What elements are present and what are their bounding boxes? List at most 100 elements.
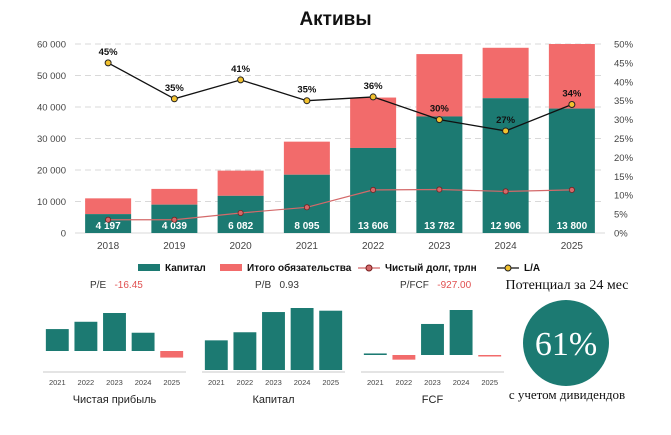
- capital-small-x-tick: 2024: [294, 378, 311, 387]
- net-profit-x-tick: 2024: [135, 378, 152, 387]
- net-debt-line: [108, 188, 572, 221]
- liabilities-bar: [85, 198, 132, 215]
- fcf-bar: [421, 323, 444, 355]
- net-debt-point: [237, 209, 244, 216]
- fcf-bar: [449, 310, 473, 355]
- la-data-label: 34%: [562, 88, 582, 99]
- la-data-label: 30%: [430, 104, 450, 115]
- capital-bar: [548, 108, 595, 233]
- net-profit-x-tick: 2023: [106, 378, 123, 387]
- fcf-title: FCF: [422, 394, 444, 406]
- pb-label: P/B: [255, 280, 272, 291]
- capital-small-bar: [319, 310, 343, 370]
- fcf-x-tick: 2023: [424, 378, 441, 387]
- fcf-bar: [392, 355, 416, 360]
- capital-small-x-tick: 2023: [265, 378, 282, 387]
- y2-tick-label: 45%: [614, 58, 634, 69]
- y2-tick-label: 5%: [614, 210, 628, 221]
- legend-label: Итого обязательства: [247, 262, 352, 274]
- capital-small-bar: [204, 340, 228, 370]
- legend-label: Капитал: [165, 263, 206, 274]
- pe-label: P/E: [90, 280, 107, 291]
- liabilities-bar: [217, 170, 264, 196]
- net-profit-bar: [45, 329, 69, 351]
- capital-data-label: 13 800: [557, 221, 588, 232]
- capital-data-label: 13 606: [358, 221, 389, 232]
- capital-small-bar: [290, 308, 314, 370]
- la-data-label: 35%: [165, 83, 185, 94]
- net-profit-x-tick: 2021: [49, 378, 66, 387]
- pb-header: P/B 0.93: [255, 280, 299, 291]
- capital-bar: [416, 116, 463, 233]
- pe-value: -16.45: [114, 280, 143, 291]
- la-point: [502, 127, 510, 135]
- y-tick-label: 20 000: [37, 166, 66, 177]
- liabilities-bar: [548, 44, 595, 109]
- capital-small-x-tick: 2021: [208, 378, 225, 387]
- net-debt-point: [105, 216, 112, 223]
- la-data-label: 45%: [99, 47, 119, 58]
- capital-data-label: 12 906: [490, 221, 521, 232]
- capital-small-bar: [233, 332, 257, 370]
- net-profit-bar: [103, 313, 126, 351]
- fcf-bar: [363, 353, 387, 355]
- x-tick-label: 2020: [230, 241, 253, 252]
- pe-header: P/E -16.45: [90, 280, 143, 291]
- y-tick-label: 60 000: [37, 40, 66, 51]
- la-point: [303, 97, 311, 105]
- legend-swatch-marker: [504, 264, 512, 272]
- legend-label: L/A: [524, 263, 540, 274]
- net-debt-point: [370, 186, 377, 193]
- y-tick-label: 30 000: [37, 134, 66, 145]
- potential-circle: [523, 300, 609, 386]
- net-debt-point: [568, 186, 575, 193]
- capital-small-x-tick: 2022: [237, 378, 254, 387]
- fcf-x-tick: 2022: [396, 378, 413, 387]
- y2-tick-label: 30%: [614, 115, 634, 126]
- potential-caption: с учетом дивидендов: [508, 387, 626, 402]
- fcf-x-tick: 2025: [481, 378, 498, 387]
- chart-title: Активы: [299, 9, 372, 30]
- liabilities-bar: [350, 97, 397, 148]
- liabilities-bar: [482, 47, 529, 99]
- la-point: [568, 100, 576, 108]
- capital-small-bar: [262, 312, 285, 370]
- y2-tick-label: 15%: [614, 172, 634, 183]
- y-tick-label: 50 000: [37, 71, 66, 82]
- la-data-label: 35%: [297, 85, 317, 96]
- x-tick-label: 2019: [163, 241, 186, 252]
- y-tick-label: 10 000: [37, 197, 66, 208]
- capital-small-x-tick: 2025: [322, 378, 339, 387]
- potential-value: 61%: [535, 326, 597, 363]
- capital-bar: [85, 214, 132, 233]
- capital-data-label: 13 782: [424, 221, 455, 232]
- fcf-x-tick: 2024: [453, 378, 470, 387]
- pfcf-header: P/FCF -927.00: [400, 280, 471, 291]
- legend-swatch: [220, 264, 242, 271]
- x-tick-label: 2022: [362, 241, 385, 252]
- y2-tick-label: 0%: [614, 229, 628, 240]
- net-profit-title: Чистая прибыль: [73, 394, 157, 406]
- la-data-label: 27%: [496, 115, 516, 126]
- potential-title: Потенциал за 24 мес: [505, 278, 629, 293]
- net-profit-bar: [74, 321, 98, 351]
- y-tick-label: 40 000: [37, 103, 66, 114]
- net-debt-point: [436, 186, 443, 193]
- fcf-x-tick: 2021: [367, 378, 384, 387]
- y2-tick-label: 25%: [614, 134, 634, 145]
- x-tick-label: 2024: [495, 241, 518, 252]
- y2-tick-label: 40%: [614, 77, 634, 88]
- y2-tick-label: 20%: [614, 153, 634, 164]
- legend-label: Чистый долг, трлн: [385, 263, 477, 274]
- legend-swatch-marker: [365, 264, 373, 272]
- legend-swatch: [138, 264, 160, 271]
- capital-data-label: 4 039: [162, 221, 187, 232]
- net-profit-x-tick: 2022: [78, 378, 95, 387]
- capital-data-label: 8 095: [294, 221, 319, 232]
- pfcf-value: -927.00: [437, 280, 472, 291]
- capital-data-label: 4 197: [96, 221, 121, 232]
- net-debt-point: [303, 204, 310, 211]
- net-profit-bar: [160, 351, 184, 358]
- capital-data-label: 6 082: [228, 221, 253, 232]
